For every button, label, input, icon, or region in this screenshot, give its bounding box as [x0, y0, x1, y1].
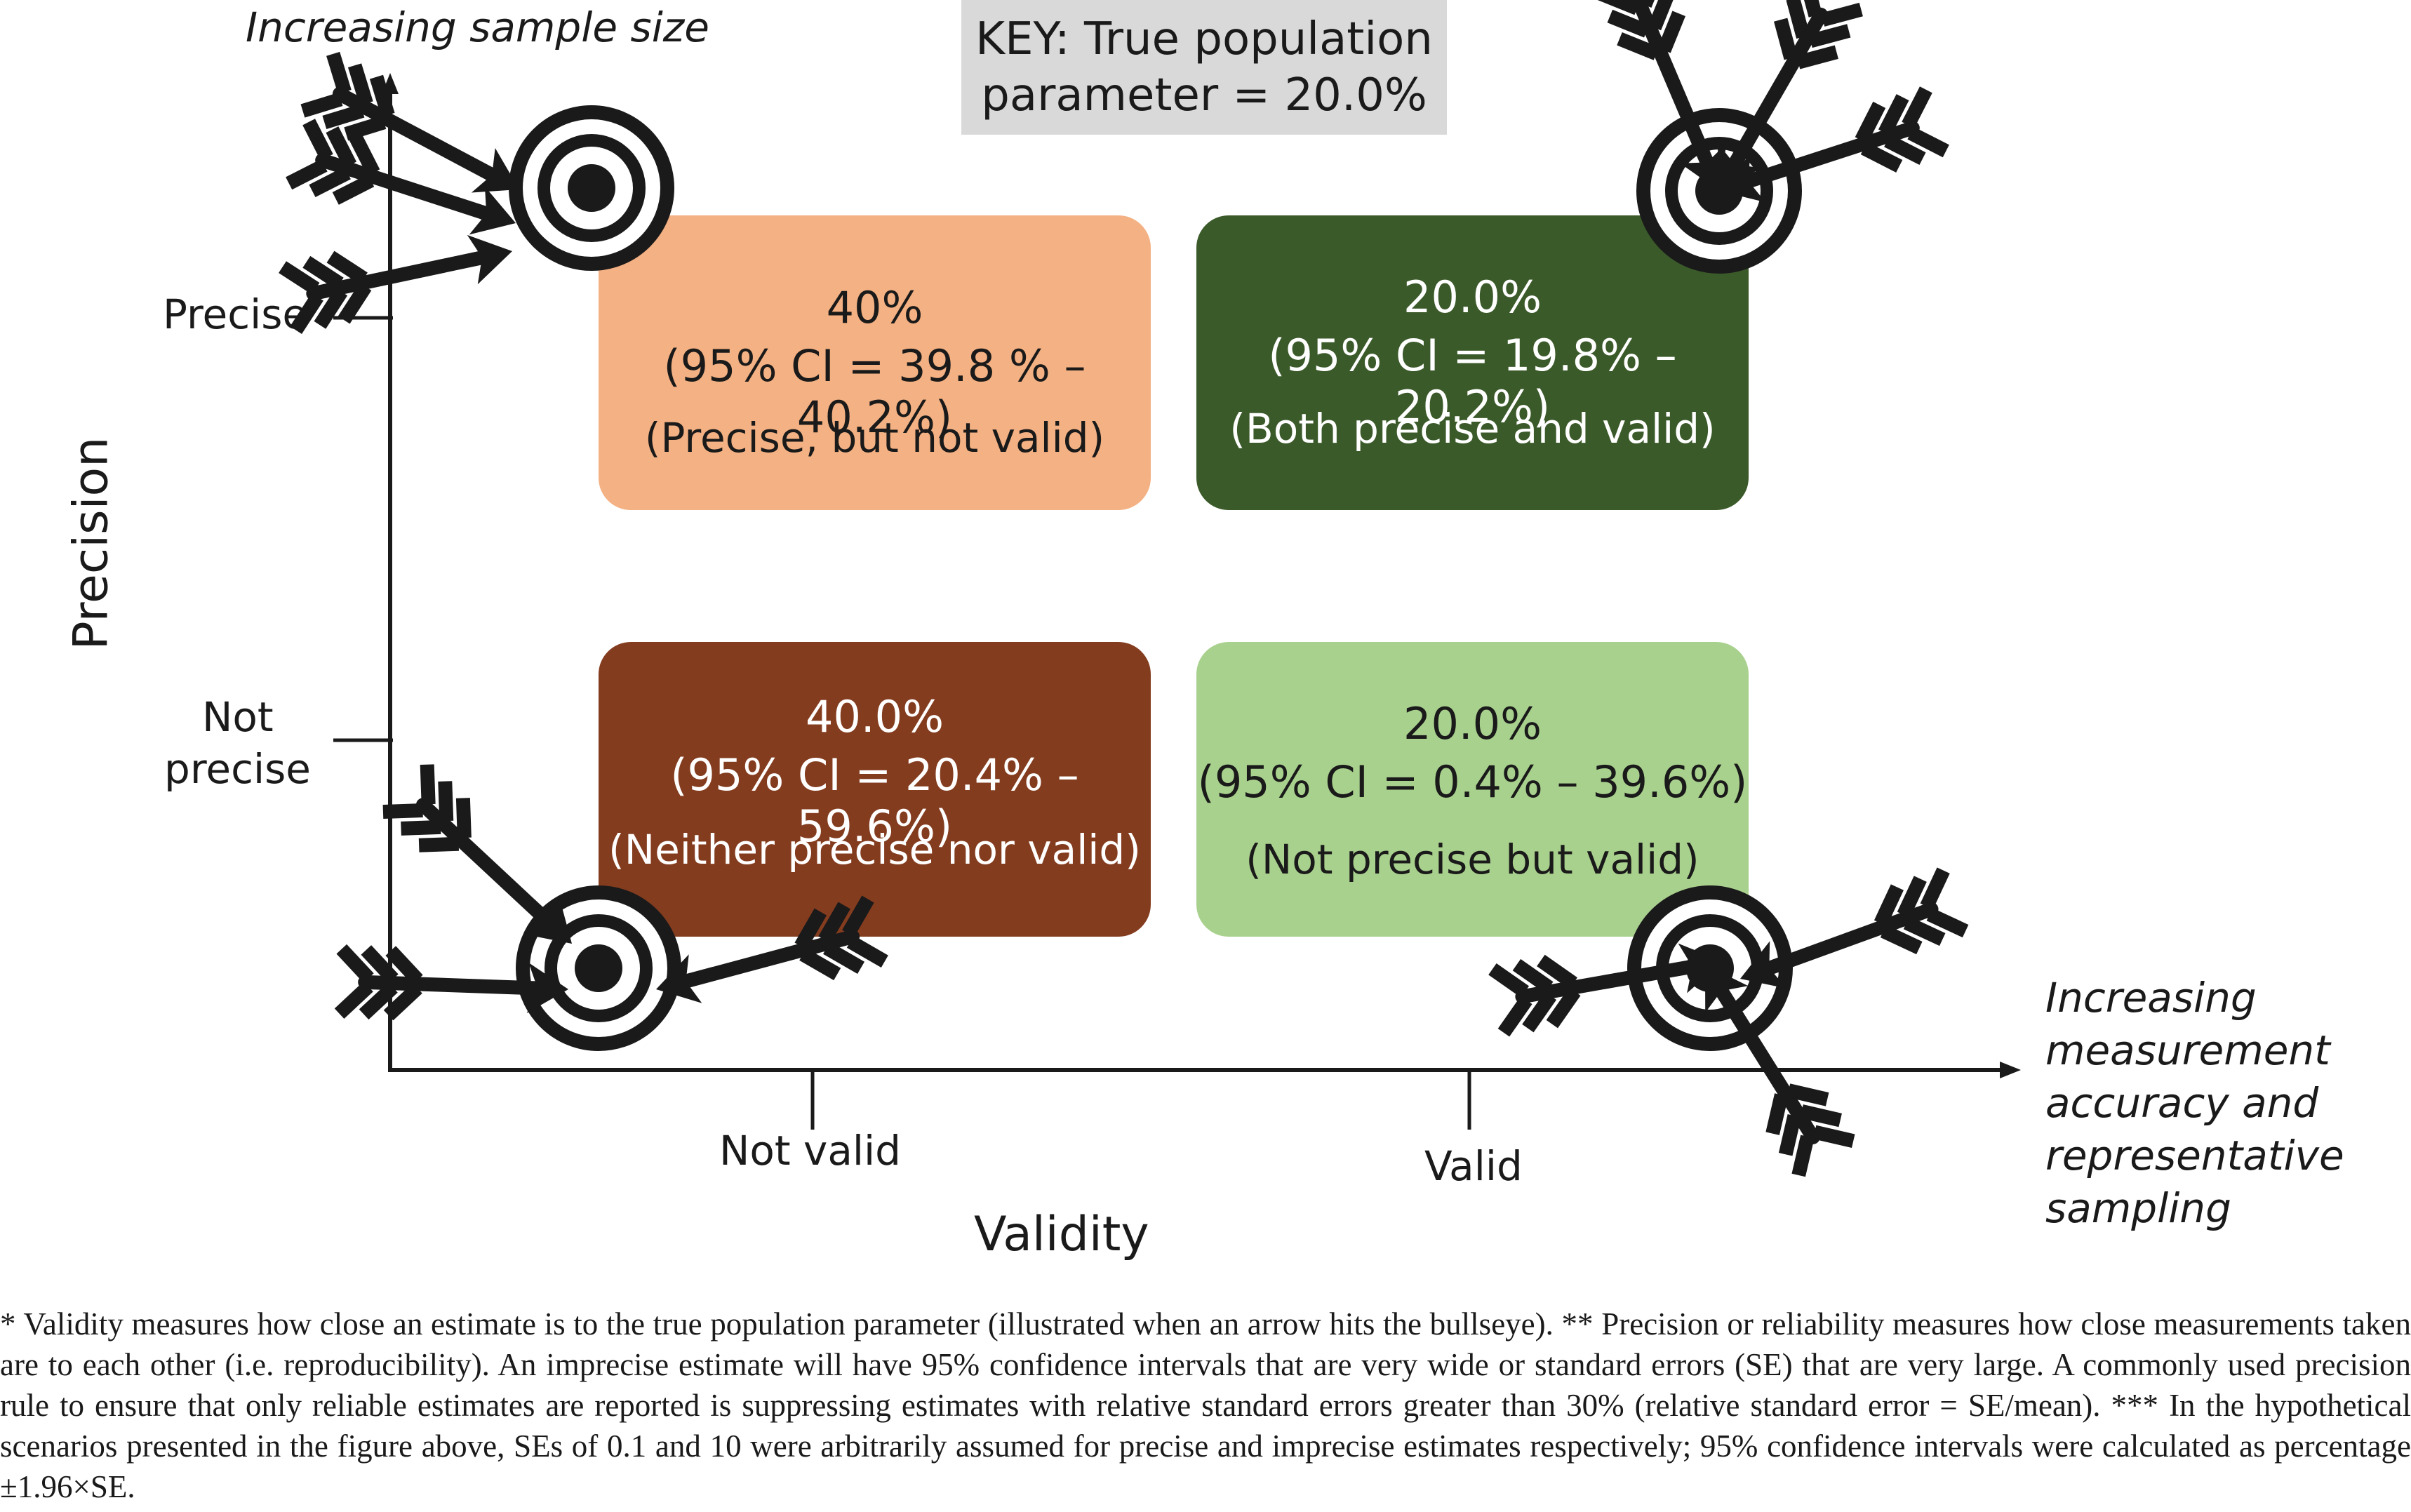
x-arrow-label: Increasing measurement accuracy and repr… — [2045, 972, 2344, 1235]
x-arrow-label-line: Increasing — [2045, 974, 2257, 1022]
y-arrow-label: Increasing sample size — [246, 4, 709, 51]
x-axis-arrowhead — [2000, 1062, 2021, 1078]
quadrant-note: (Precise, but not valid) — [644, 414, 1105, 462]
precision-validity-diagram: KEY: True population parameter = 20.0% I… — [63, 0, 2344, 1262]
quadrant-estimate: 40.0% — [806, 691, 944, 742]
key-box: KEY: True population parameter = 20.0% — [961, 0, 1447, 135]
y-tick-label-not-precise-1: Not — [202, 693, 274, 741]
x-axis-title: Validity — [974, 1207, 1149, 1262]
x-arrow-label-line: representative — [2045, 1132, 2344, 1179]
quadrant-ci: (95% CI = 20.4% – 59.6%) — [670, 749, 1079, 852]
x-arrow-label-line: sampling — [2045, 1184, 2231, 1232]
quadrant-estimate: 20.0% — [1403, 698, 1542, 749]
y-axis-arrowhead — [382, 73, 399, 94]
key-line-1: KEY: True population — [975, 13, 1433, 65]
quadrant-estimate: 40% — [826, 282, 923, 333]
x-arrow-label-line: measurement — [2045, 1026, 2330, 1074]
quadrant-precise-valid: 20.0% (95% CI = 19.8% – 20.2%) (Both pre… — [1196, 215, 1749, 510]
footnote: * Validity measures how close an estimat… — [0, 1306, 2411, 1504]
quadrant-ci: (95% CI = 0.4% – 39.6%) — [1197, 756, 1748, 808]
x-arrow-label-line: accuracy and — [2045, 1079, 2319, 1127]
quadrant-not-precise-not-valid: 40.0% (95% CI = 20.4% – 59.6%) (Neither … — [599, 642, 1151, 937]
quadrant-not-precise-valid: 20.0% (95% CI = 0.4% – 39.6%) (Not preci… — [1196, 642, 1749, 937]
quadrant-ci: (95% CI = 39.8 % – 40.2%) — [663, 340, 1086, 443]
key-line-2: parameter = 20.0% — [981, 69, 1427, 121]
x-tick-label-valid: Valid — [1424, 1142, 1523, 1190]
quadrant-note: (Not precise but valid) — [1245, 836, 1699, 883]
quadrant-note: (Neither precise nor valid) — [608, 826, 1141, 874]
y-tick-label-precise: Precise — [163, 290, 308, 338]
quadrant-note: (Both precise and valid) — [1229, 405, 1716, 453]
x-tick-label-not-valid: Not valid — [719, 1127, 901, 1175]
y-tick-label-not-precise-2: precise — [164, 745, 311, 793]
quadrant-precise-not-valid: 40% (95% CI = 39.8 % – 40.2%) (Precise, … — [599, 215, 1151, 510]
quadrant-estimate: 20.0% — [1403, 272, 1542, 323]
y-axis-title: Precision — [63, 436, 119, 650]
quadrant-ci: (95% CI = 19.8% – 20.2%) — [1268, 330, 1677, 432]
